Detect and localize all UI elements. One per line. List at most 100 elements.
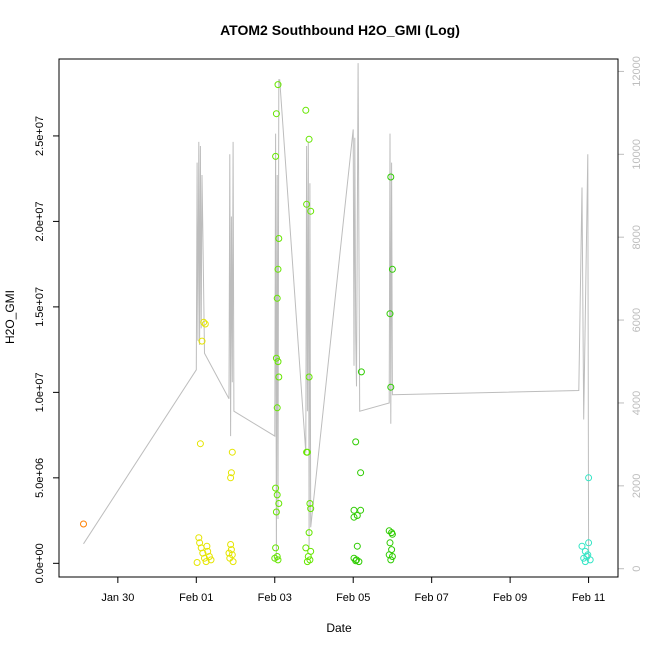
data-point	[193, 559, 201, 566]
data-point	[388, 553, 396, 560]
y2-tick-label: 4000	[631, 391, 643, 415]
y-tick-label: 1.5e+07	[34, 287, 46, 327]
data-point	[272, 110, 280, 118]
data-point	[275, 373, 283, 381]
data-point	[307, 505, 315, 513]
data-point	[350, 513, 358, 521]
data-point	[304, 553, 312, 560]
y2-tick-label: 10000	[631, 139, 643, 170]
data-point	[387, 383, 395, 391]
data-point	[228, 448, 236, 456]
data-point	[201, 554, 208, 562]
data-point	[580, 554, 588, 562]
data-point	[200, 318, 208, 326]
data-point	[272, 354, 280, 362]
data-point	[271, 554, 279, 562]
data-point	[273, 491, 281, 499]
data-point	[352, 438, 360, 446]
x-tick-label: Feb 11	[572, 592, 605, 604]
x-tick-label: Feb 05	[336, 592, 370, 604]
data-point	[272, 544, 280, 552]
data-point	[205, 553, 213, 560]
data-point	[203, 542, 211, 550]
data-point	[387, 556, 395, 564]
chart-title: ATOM2 Southbound H2O_GMI (Log)	[220, 22, 460, 38]
y2-tick-label: 6000	[631, 308, 643, 332]
data-point	[227, 546, 235, 554]
y-axis-label: H2O_GMI	[3, 290, 17, 344]
y2-tick-label: 2000	[631, 474, 643, 498]
data-point	[353, 542, 361, 550]
data-point	[272, 152, 280, 160]
data-point	[227, 469, 235, 477]
y2-tick-label: 8000	[631, 225, 643, 249]
y-tick-label: 5.0e+06	[34, 458, 46, 498]
data-point	[196, 440, 204, 448]
data-point	[195, 534, 203, 542]
y-tick-label: 1.0e+07	[34, 372, 46, 412]
data-point	[227, 541, 235, 548]
data-point	[229, 558, 237, 566]
data-point	[307, 207, 315, 215]
data-point	[272, 484, 280, 492]
data-point	[305, 135, 313, 143]
data-point	[388, 265, 396, 273]
data-point	[302, 106, 310, 114]
data-point	[585, 539, 593, 547]
data-point	[273, 404, 281, 412]
data-point	[350, 506, 358, 514]
data-point	[275, 500, 283, 507]
altitude-line	[83, 63, 590, 561]
x-tick-label: Feb 01	[179, 592, 213, 604]
x-axis-label: Date	[326, 621, 352, 635]
axes-layer: Jan 30 Feb 01 Feb 03 Feb 05 Feb 07 Feb 09 Feb …	[34, 56, 643, 604]
data-point	[352, 557, 360, 565]
data-points-layer	[80, 81, 594, 566]
altitude-line-layer	[83, 63, 590, 561]
data-point	[274, 81, 282, 89]
y-tick-label: 2.5e+07	[34, 116, 46, 156]
data-point	[584, 551, 592, 559]
data-point	[303, 448, 311, 456]
data-point	[581, 558, 589, 566]
x-tick-label: Feb 07	[415, 592, 449, 604]
data-point	[225, 549, 233, 557]
data-point	[353, 512, 361, 519]
data-point	[357, 506, 365, 514]
data-point	[202, 558, 210, 566]
data-point	[355, 558, 363, 566]
y2-tick-label: 12000	[631, 56, 643, 87]
y-tick-label: 0.0e+00	[34, 543, 46, 583]
data-point	[302, 544, 310, 552]
y-tick-label: 2.0e+07	[34, 201, 46, 241]
data-point	[201, 320, 209, 328]
data-point	[305, 529, 313, 537]
data-point	[386, 539, 394, 547]
data-point	[386, 310, 394, 318]
x-tick-label: Feb 03	[258, 592, 292, 604]
data-point	[306, 500, 314, 507]
data-point	[275, 235, 283, 242]
data-point	[227, 474, 235, 482]
y2-tick-label: 0	[631, 566, 643, 572]
data-point	[578, 542, 586, 550]
x-tick-label: Jan 30	[101, 592, 134, 604]
x-tick-label: Feb 09	[493, 592, 527, 604]
data-point	[303, 558, 311, 566]
data-point	[357, 469, 365, 477]
data-point	[273, 294, 281, 302]
data-point	[274, 358, 282, 366]
data-point	[585, 474, 593, 482]
data-point	[388, 530, 396, 538]
data-point	[303, 200, 311, 208]
data-point	[305, 373, 313, 381]
data-point	[198, 337, 206, 345]
plot-frame	[58, 58, 619, 578]
data-point	[274, 265, 282, 273]
data-point	[387, 173, 395, 181]
data-point	[357, 368, 365, 376]
data-point	[80, 520, 87, 528]
data-point	[272, 508, 280, 516]
data-point	[207, 556, 215, 564]
